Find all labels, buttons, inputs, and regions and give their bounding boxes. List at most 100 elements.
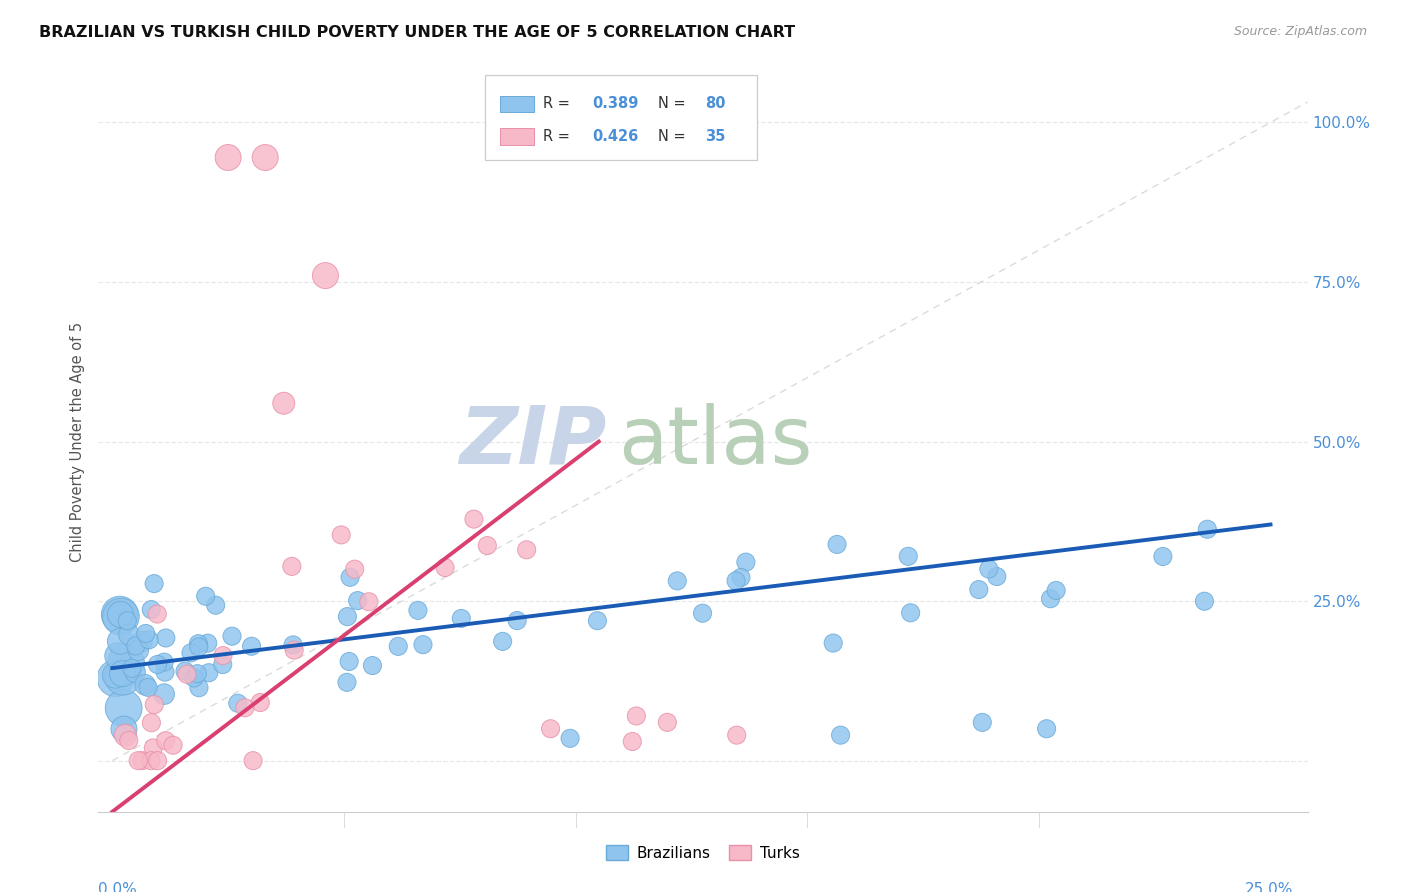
Point (155, 631, 177, 645)
Point (337, 655, 360, 669)
Point (131, 754, 153, 768)
Point (506, 614, 529, 628)
Point (143, 576, 166, 591)
FancyBboxPatch shape (501, 95, 534, 112)
Text: R =: R = (543, 129, 575, 144)
Point (125, 639, 148, 653)
Point (233, 700, 256, 714)
Point (330, 528, 353, 542)
Point (180, 646, 202, 660)
Y-axis label: Child Poverty Under the Age of 5: Child Poverty Under the Age of 5 (70, 321, 86, 562)
Point (900, 606, 922, 620)
Point (134, 678, 156, 692)
Point (249, 696, 271, 710)
Point (692, 606, 714, 620)
Point (657, 715, 679, 730)
Point (153, 687, 176, 701)
Point (187, 637, 209, 651)
Point (221, 629, 243, 643)
Point (153, 665, 176, 679)
Point (725, 574, 748, 588)
Point (516, 542, 538, 557)
Point (127, 754, 149, 768)
Point (153, 655, 176, 669)
Text: 25.0%: 25.0% (1246, 882, 1294, 892)
Point (621, 734, 644, 748)
Point (217, 151, 239, 165)
Point (361, 658, 384, 673)
Point (146, 754, 169, 768)
Point (240, 640, 263, 654)
Point (825, 537, 848, 551)
Point (143, 698, 166, 712)
Point (283, 643, 305, 657)
Point (155, 733, 177, 747)
Point (104, 668, 127, 682)
Point (176, 667, 198, 681)
Point (183, 671, 205, 685)
Point (412, 638, 434, 652)
Point (141, 602, 163, 616)
Point (491, 634, 513, 648)
Point (194, 589, 217, 603)
Point (146, 607, 169, 621)
Point (135, 626, 157, 640)
Point (336, 609, 359, 624)
Point (1152, 549, 1174, 564)
Point (450, 611, 472, 625)
Point (204, 598, 226, 612)
Point (111, 670, 134, 684)
Point (986, 569, 1008, 583)
Text: ZIP: ZIP (458, 402, 606, 481)
Point (346, 593, 368, 607)
Point (477, 539, 499, 553)
Point (110, 634, 132, 648)
FancyBboxPatch shape (485, 75, 758, 161)
Point (124, 665, 146, 680)
Point (823, 636, 845, 650)
Point (281, 559, 304, 574)
Point (273, 396, 295, 410)
Point (1045, 583, 1067, 598)
Point (111, 666, 134, 681)
Point (734, 555, 756, 569)
Point (118, 627, 141, 641)
Text: N =: N = (658, 129, 690, 144)
Point (112, 722, 135, 736)
Point (626, 709, 648, 723)
Point (558, 731, 581, 746)
Point (463, 512, 485, 526)
Point (131, 634, 153, 648)
Point (406, 603, 429, 617)
Text: atlas: atlas (619, 402, 813, 481)
Point (830, 728, 852, 742)
Point (110, 609, 132, 624)
Point (141, 715, 163, 730)
Point (387, 640, 409, 654)
Point (1197, 522, 1219, 536)
Point (1194, 594, 1216, 608)
Point (666, 574, 689, 588)
Point (139, 754, 162, 768)
Point (967, 582, 990, 597)
Point (357, 595, 380, 609)
FancyBboxPatch shape (501, 128, 534, 145)
Point (197, 636, 219, 650)
Point (343, 562, 366, 576)
Text: N =: N = (658, 96, 690, 112)
Point (146, 657, 169, 672)
Point (281, 638, 304, 652)
Point (212, 648, 235, 663)
Point (226, 696, 249, 710)
Legend: Brazilians, Turks: Brazilians, Turks (600, 839, 806, 867)
Point (174, 664, 197, 678)
Text: R =: R = (543, 96, 575, 112)
Point (198, 665, 221, 680)
Text: 0.0%: 0.0% (98, 882, 138, 892)
Point (730, 570, 752, 584)
Point (1039, 591, 1062, 606)
Point (434, 560, 457, 574)
Point (117, 614, 139, 628)
Point (107, 648, 129, 663)
Point (112, 701, 135, 715)
